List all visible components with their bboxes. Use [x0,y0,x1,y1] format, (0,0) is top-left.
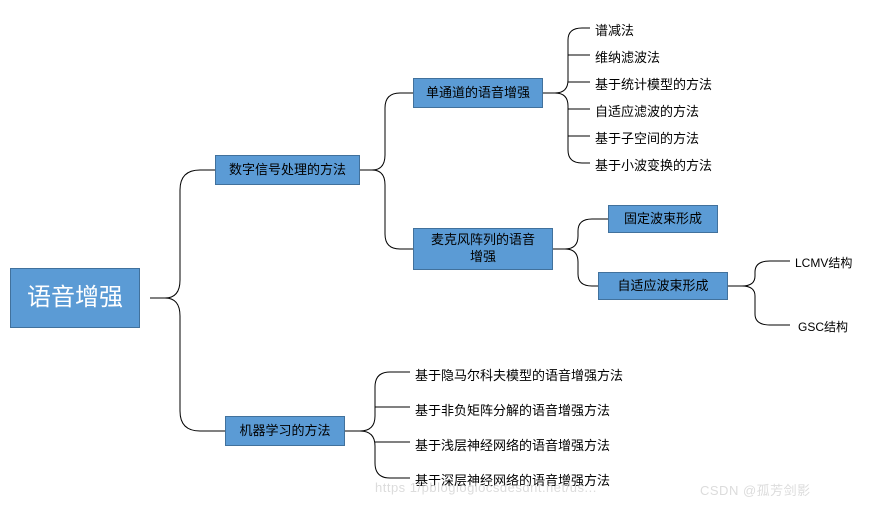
watermark-text: https 1/pblogloglocsdesdnt.net/us... [375,480,597,495]
leaf-item: 谱减法 [595,20,634,39]
leaf-item: 基于非负矩阵分解的语音增强方法 [415,400,610,419]
node-dsp: 数字信号处理的方法 [215,155,360,185]
brace-adaptive [728,261,790,325]
leaf-item: 基于小波变换的方法 [595,155,712,174]
node-mic-array: 麦克风阵列的语音增强 [413,228,553,270]
brace-root [150,170,225,431]
root-node: 语音增强 [10,268,140,328]
leaf-item: 基于子空间的方法 [595,128,699,147]
brace-single [543,28,590,163]
leaf-item: LCMV结构 [795,254,852,271]
node-ml: 机器学习的方法 [225,416,345,446]
leaf-item: GSC结构 [798,318,848,335]
brace-dsp [360,93,413,249]
leaf-item: 基于浅层神经网络的语音增强方法 [415,435,610,454]
leaf-item: 基于统计模型的方法 [595,74,712,93]
node-adaptive-beamforming: 自适应波束形成 [598,272,728,300]
watermark-text: CSDN @孤芳剑影 [700,480,811,499]
leaf-item: 基于隐马尔科夫模型的语音增强方法 [415,365,623,384]
leaf-item: 维纳滤波法 [595,47,660,66]
node-fixed-beamforming: 固定波束形成 [608,205,718,233]
leaf-item: 自适应滤波的方法 [595,101,699,120]
node-single-channel: 单通道的语音增强 [413,78,543,108]
brace-ml [345,372,410,478]
